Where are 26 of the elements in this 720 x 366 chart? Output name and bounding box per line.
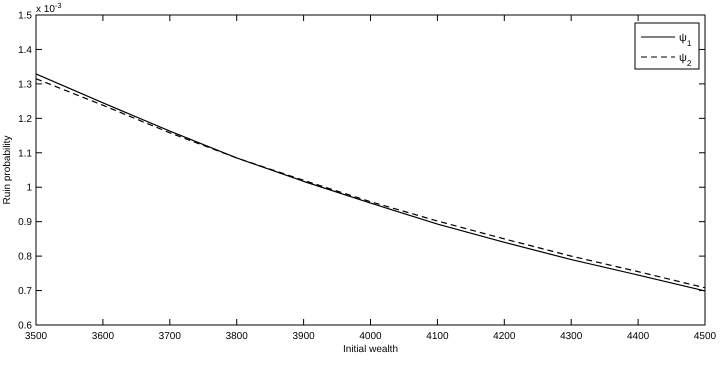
x-tick-label: 4000 [359, 331, 382, 342]
x-tick-label: 4400 [626, 331, 650, 342]
x-tick-label: 3700 [158, 331, 182, 342]
text: x 10$^{-3}$ [36, 0, 62, 15]
y-tick-label: 0.6 [18, 320, 32, 332]
x-tick-label: 3900 [292, 331, 316, 342]
x-tick-label: 4300 [560, 331, 583, 342]
x-tick-label: 4500 [694, 331, 717, 342]
y-tick-label: 1.5 [18, 10, 32, 22]
y-tick-label: 0.8 [18, 252, 32, 263]
y-tick-label: 1 [26, 182, 32, 194]
x-tick-label: 4100 [426, 331, 449, 342]
y-tick-label: 0.9 [18, 217, 32, 228]
x-tick-label: 3600 [92, 331, 114, 342]
y-axis-title: Ruin probability [2, 136, 13, 204]
x-tick-label: 3800 [226, 331, 248, 342]
x-tick-label: 3500 [24, 331, 48, 342]
y-tick-label: 1.2 [18, 114, 32, 125]
y-tick-label: 1.4 [18, 44, 32, 56]
y-tick-label: 1.1 [18, 148, 32, 160]
y-tick-label: 1.3 [18, 79, 32, 90]
x-tick-label: 4200 [493, 331, 516, 342]
x-axis-title: Initial wealth [342, 344, 398, 355]
y-tick-label: 0.7 [18, 286, 32, 298]
legend-label: ψ$_{2}$ [679, 52, 692, 68]
legend-label: ψ$_{1}$ [679, 32, 692, 48]
